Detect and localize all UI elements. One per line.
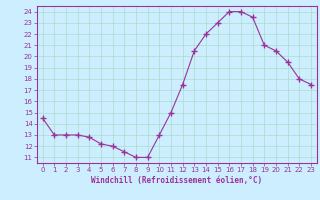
X-axis label: Windchill (Refroidissement éolien,°C): Windchill (Refroidissement éolien,°C): [91, 176, 262, 185]
